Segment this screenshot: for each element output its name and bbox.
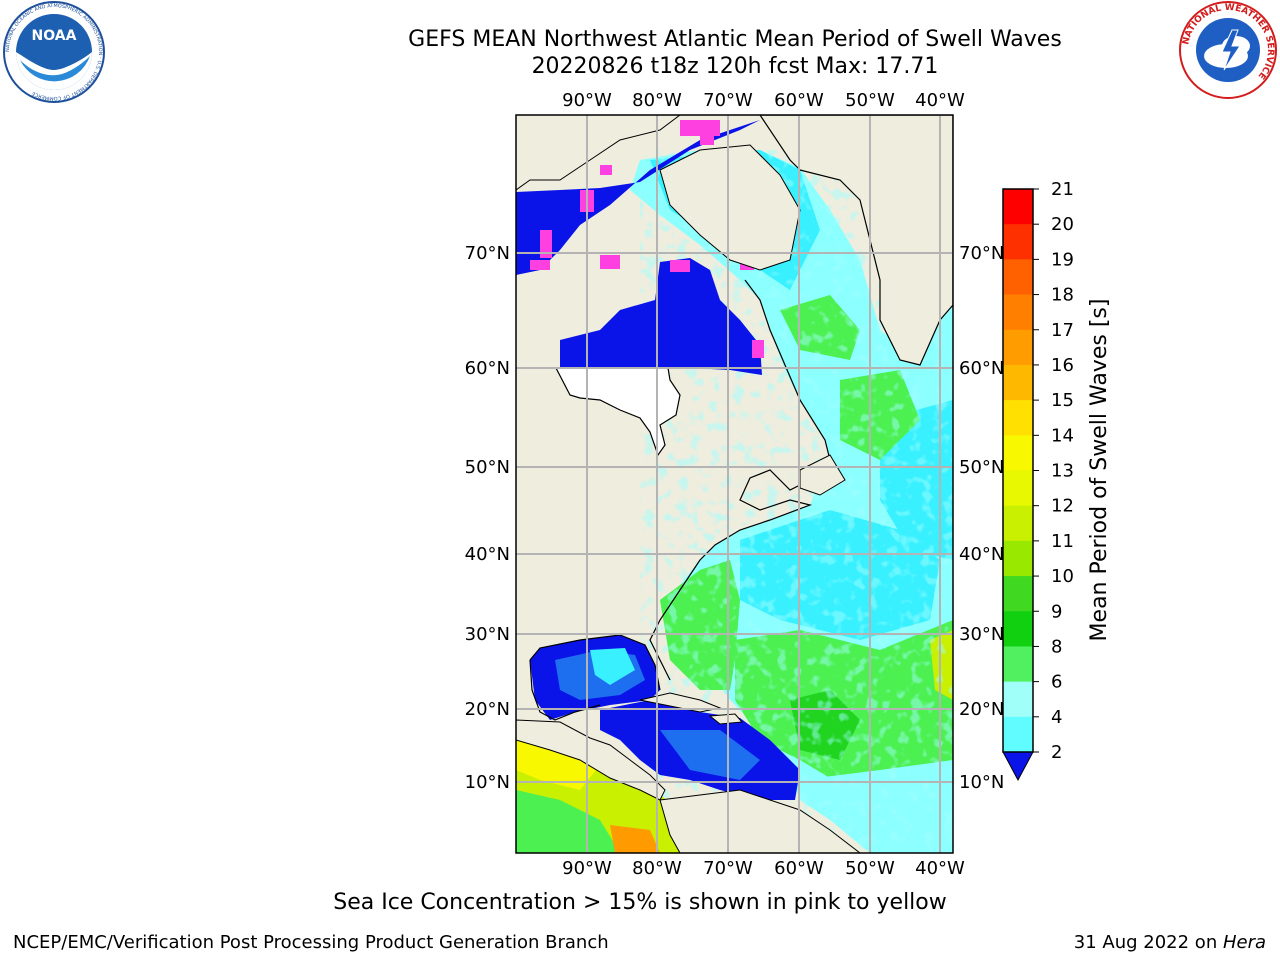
lat-label-right: 20°N [959, 699, 1004, 720]
colorbar-swatch [1003, 576, 1033, 612]
lat-label-right: 60°N [959, 358, 1004, 379]
colorbar-swatch [1003, 189, 1033, 225]
colorbar-swatch [1003, 646, 1033, 683]
graticule [516, 115, 953, 853]
pacific-green [516, 790, 620, 853]
chart-subtitle: 20220826 t18z 120h fcst Max: 17.71 [531, 54, 939, 79]
colorbar-swatch [1003, 259, 1033, 296]
lon-label-bottom: 80°W [632, 858, 682, 879]
colorbar-swatch [1003, 540, 1033, 577]
colorbar-swatch [1003, 611, 1033, 647]
colorbar-swatch [1003, 681, 1033, 718]
colorbar-tick-label: 11 [1051, 531, 1074, 552]
lon-label-bottom: 40°W [915, 858, 965, 879]
lon-label-bottom: 70°W [703, 858, 753, 879]
lat-label-left: 30°N [465, 624, 510, 645]
colorbar-tick-label: 8 [1051, 636, 1062, 657]
footer-host: Hera [1222, 932, 1266, 953]
colorbar-tick-label: 6 [1051, 672, 1062, 693]
colorbar-tick-label: 16 [1051, 355, 1074, 376]
map-area [516, 115, 953, 853]
colorbar-label: Mean Period of Swell Waves [s] [1087, 299, 1112, 642]
colorbar-swatch [1003, 294, 1033, 331]
lat-label-left: 20°N [465, 699, 510, 720]
colorbar-tick-label: 14 [1051, 425, 1074, 446]
colorbar-extend-triangle [1002, 751, 1034, 782]
hispaniola [708, 713, 744, 725]
lon-label-top: 50°W [845, 90, 895, 111]
lon-label-top: 70°W [703, 90, 753, 111]
footer-date-text: 31 Aug 2022 on [1073, 932, 1223, 953]
footer-date: 31 Aug 2022 on Hera [1074, 932, 1266, 953]
colorbar-swatch [1003, 400, 1033, 436]
chart-title: GEFS MEAN Northwest Atlantic Mean Period… [408, 27, 1062, 52]
lat-label-left: 50°N [465, 457, 510, 478]
lat-label-right: 50°N [959, 457, 1004, 478]
lat-label-left: 60°N [465, 358, 510, 379]
colorbar-tick-label: 17 [1051, 320, 1074, 341]
colorbar-tick-label: 12 [1051, 496, 1074, 517]
colorbar-tick-label: 19 [1051, 249, 1074, 270]
lon-label-bottom: 90°W [562, 858, 612, 879]
colorbar-tick-label: 2 [1051, 742, 1062, 763]
south-america [659, 789, 861, 853]
colorbar-tick-label: 15 [1051, 390, 1074, 411]
colorbar-tick-label: 13 [1051, 461, 1074, 482]
colorbar-swatch [1003, 505, 1033, 542]
central-america [516, 719, 666, 801]
lat-label-left: 40°N [465, 544, 510, 565]
lon-label-bottom: 50°W [845, 858, 895, 879]
lat-label-right: 40°N [959, 544, 1004, 565]
colorbar-tick-label: 10 [1051, 566, 1074, 587]
colorbar-ticks: 21 20 19 18 17 16 15 14 13 12 11 10 9 8 6 4 2 [1033, 179, 1074, 763]
colorbar-tick-label: 20 [1051, 214, 1074, 235]
lon-label-bottom: 60°W [774, 858, 824, 879]
footer-credit: NCEP/EMC/Verification Post Processing Pr… [13, 932, 609, 953]
baffin-island [659, 144, 801, 271]
colorbar-swatch [1003, 224, 1033, 260]
lat-label-right: 10°N [959, 772, 1004, 793]
colorbar-swatch [1003, 435, 1033, 471]
hudson-bay [560, 258, 762, 375]
colorbar-tick-label: 18 [1051, 285, 1074, 306]
colorbar-tick-label: 9 [1051, 601, 1062, 622]
lat-label-right: 30°N [959, 624, 1004, 645]
pacific-yellow [516, 740, 600, 790]
colorbar-swatch [1003, 329, 1033, 366]
colorbar-swatch [1003, 470, 1033, 507]
noaa-logo: NOAA NATIONAL OCEANIC AND ATMOSPHERIC AD… [3, 1, 105, 103]
lat-label-left: 70°N [465, 243, 510, 264]
caribbean-mid [660, 730, 760, 780]
noaa-logo-text: NOAA [32, 28, 77, 44]
colorbar-swatch [1003, 364, 1033, 401]
sea-ice-note: Sea Ice Concentration > 15% is shown in … [333, 890, 947, 915]
colorbar [1003, 189, 1033, 753]
gulf-cyan [590, 648, 635, 685]
map-frame [515, 114, 954, 854]
lat-label-right: 70°N [959, 243, 1004, 264]
lat-label-left: 10°N [465, 772, 510, 793]
colorbar-swatch [1003, 716, 1033, 753]
lon-label-top: 40°W [915, 90, 965, 111]
arctic-channels [516, 120, 760, 275]
greenland-coast [759, 115, 953, 366]
nws-logo: NATIONAL WEATHER SERVICE [1179, 1, 1277, 99]
mexico-coast [529, 659, 601, 721]
colorbar-tick-label: 21 [1051, 179, 1074, 200]
lon-label-top: 90°W [562, 90, 612, 111]
arctic-islands [516, 115, 681, 191]
pacific-orange [610, 825, 660, 853]
colorbar-tick-label: 4 [1051, 707, 1062, 728]
lon-label-top: 80°W [632, 90, 682, 111]
lon-label-top: 60°W [774, 90, 824, 111]
